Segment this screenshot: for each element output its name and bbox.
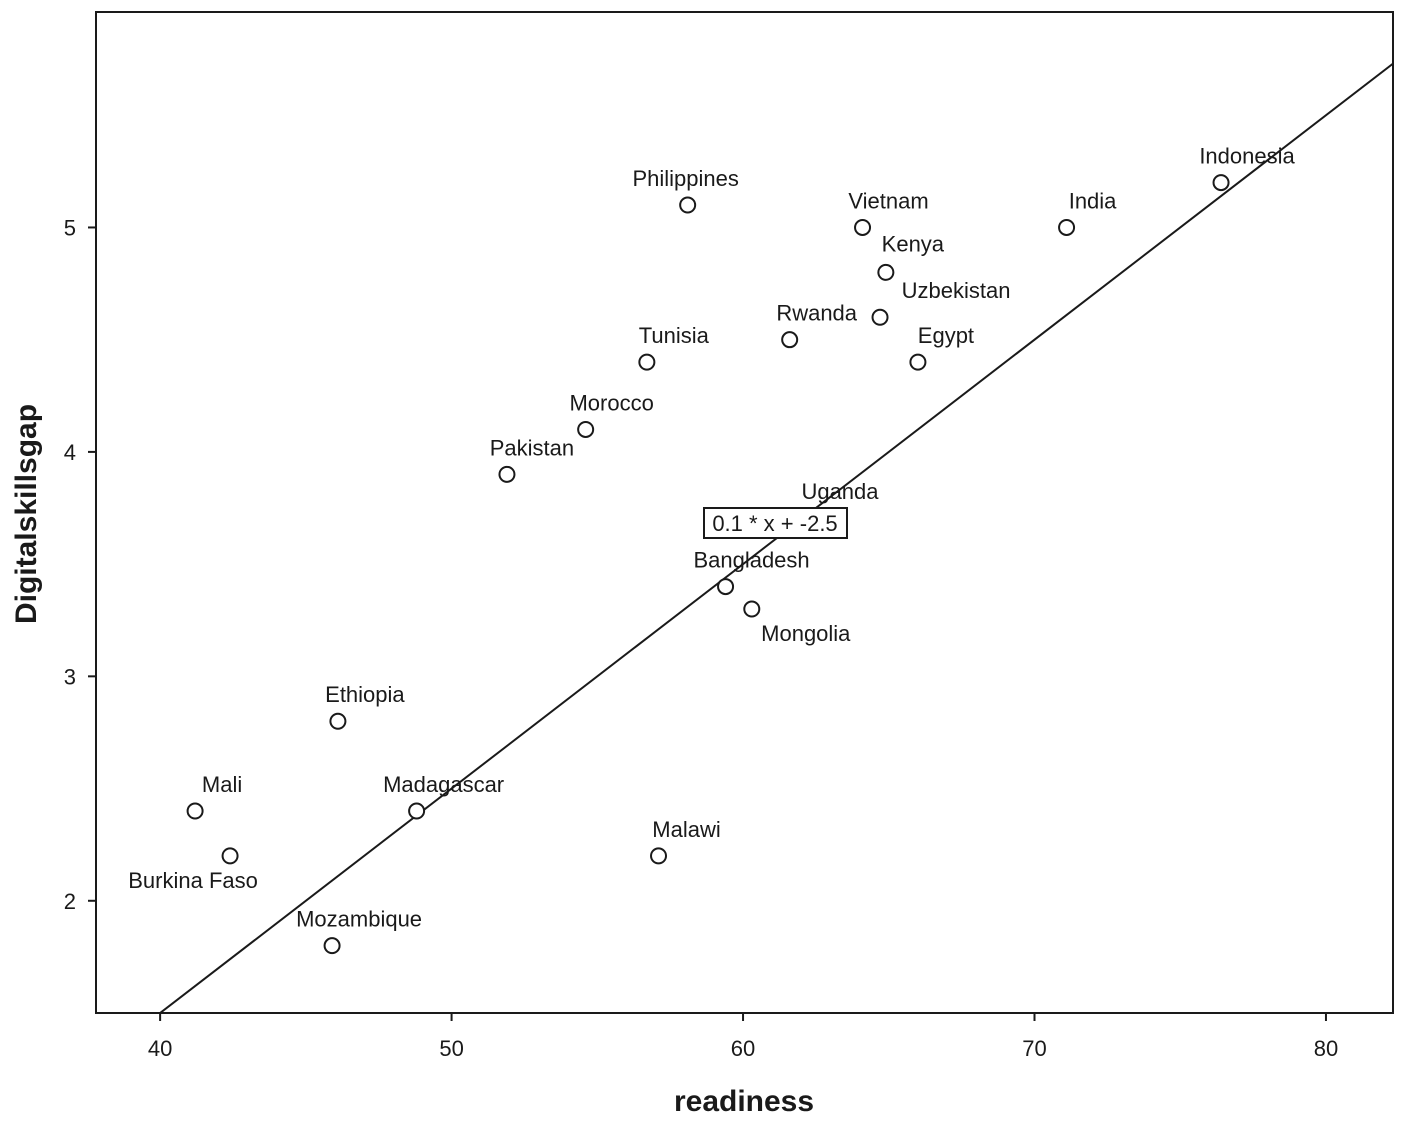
fit-equation-label: 0.1 * x + -2.5 [712,511,837,536]
point-label-uganda: Uganda [801,479,879,504]
point-label-uzbekistan: Uzbekistan [902,278,1011,303]
x-axis-title: readiness [674,1085,814,1118]
point-label-vietnam: Vietnam [848,188,928,213]
point-label-india: India [1069,188,1117,213]
point-label-rwanda: Rwanda [776,301,857,326]
y-axis-ticks: 2 3 4 5 [64,215,96,914]
x-tick-label: 60 [731,1036,755,1061]
point-label-mali: Mali [202,772,242,797]
y-tick-label: 2 [64,889,76,914]
data-point-tunisia [638,353,656,371]
data-point-madagascar [408,802,426,820]
plot-frame [95,11,1394,1014]
data-point-ethiopia [329,712,347,730]
data-point-mozambique [323,937,341,955]
data-point-egypt [909,353,927,371]
data-point-india [1058,218,1076,236]
point-label-egypt: Egypt [918,323,974,348]
point-label-morocco: Morocco [569,390,653,415]
y-tick-label: 4 [64,440,76,465]
y-axis-title: Digitalskillsgap [10,404,43,624]
data-point-mongolia [743,600,761,618]
point-label-philippines: Philippines [632,166,738,191]
data-point-kenya [877,263,895,281]
point-label-burkina-faso: Burkina Faso [128,868,258,893]
point-label-malawi: Malawi [652,817,720,842]
data-point-bangladesh [717,578,735,596]
point-label-tunisia: Tunisia [639,323,710,348]
x-tick-label: 50 [439,1036,463,1061]
y-tick-label: 5 [64,215,76,240]
point-label-ethiopia: Ethiopia [325,682,405,707]
data-point-indonesia [1212,174,1230,192]
point-label-mozambique: Mozambique [296,907,422,932]
fit-line-layer [158,62,1393,1013]
data-point-mali [186,802,204,820]
data-point-pakistan [498,465,516,483]
point-label-kenya: Kenya [882,231,945,256]
data-point-uzbekistan [871,308,889,326]
x-tick-label: 80 [1314,1036,1338,1061]
fit-line [158,62,1393,1013]
point-label-pakistan: Pakistan [490,435,574,460]
x-tick-label: 70 [1022,1036,1046,1061]
data-point-malawi [650,847,668,865]
data-point-rwanda [781,331,799,349]
fit-equation-box [703,507,848,539]
point-label-madagascar: Madagascar [383,772,504,797]
y-tick-label: 3 [64,664,76,689]
x-axis-ticks: 40 50 60 70 80 [148,1013,1338,1061]
data-point-vietnam [854,218,872,236]
point-label-indonesia: Indonesia [1199,144,1295,169]
annotation-layer: 0.1 * x + -2.5 [703,507,848,539]
points-layer: Indonesia Philippines Vietnam India Kenya Uzb… [128,144,1296,955]
x-tick-label: 40 [148,1036,172,1061]
point-label-mongolia: Mongolia [761,621,851,646]
data-point-philippines [679,196,697,214]
data-point-morocco [577,420,595,438]
point-label-bangladesh: Bangladesh [693,548,809,573]
data-point-burkina-faso [221,847,239,865]
